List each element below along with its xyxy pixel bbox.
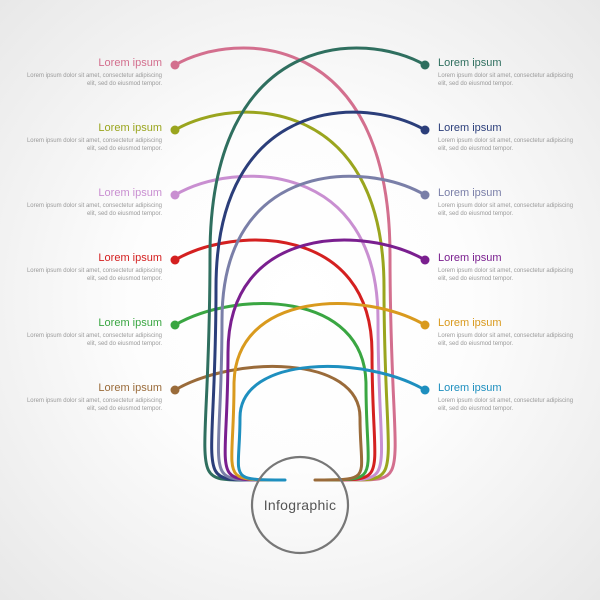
label-body-right-4: Lorem ipsum dolor sit amet, consectetur … [438,332,578,348]
label-left-2: Lorem ipsum Lorem ipsum dolor sit amet, c… [22,187,162,218]
label-left-0: Lorem ipsum Lorem ipsum dolor sit amet, c… [22,57,162,88]
label-body-right-5: Lorem ipsum dolor sit amet, consectetur … [438,397,578,413]
label-body-right-3: Lorem ipsum dolor sit amet, consectetur … [438,267,578,283]
dot-left-3 [171,256,180,265]
dot-right-1 [421,126,430,135]
dot-left-5 [171,386,180,395]
label-title-right-0: Lorem ipsum [438,57,578,70]
dot-left-4 [171,321,180,330]
label-right-3: Lorem ipsum Lorem ipsum dolor sit amet, c… [438,252,578,283]
label-right-4: Lorem ipsum Lorem ipsum dolor sit amet, c… [438,317,578,348]
label-body-right-2: Lorem ipsum dolor sit amet, consectetur … [438,202,578,218]
label-left-4: Lorem ipsum Lorem ipsum dolor sit amet, c… [22,317,162,348]
center-title: Infographic [240,497,360,513]
label-title-left-0: Lorem ipsum [22,57,162,70]
label-title-right-5: Lorem ipsum [438,382,578,395]
label-left-3: Lorem ipsum Lorem ipsum dolor sit amet, c… [22,252,162,283]
label-title-left-5: Lorem ipsum [22,382,162,395]
label-body-left-1: Lorem ipsum dolor sit amet, consectetur … [22,137,162,153]
label-body-left-5: Lorem ipsum dolor sit amet, consectetur … [22,397,162,413]
dot-right-3 [421,256,430,265]
dot-right-4 [421,321,430,330]
label-left-5: Lorem ipsum Lorem ipsum dolor sit amet, c… [22,382,162,413]
label-body-left-2: Lorem ipsum dolor sit amet, consectetur … [22,202,162,218]
label-right-1: Lorem ipsum Lorem ipsum dolor sit amet, c… [438,122,578,153]
label-title-left-2: Lorem ipsum [22,187,162,200]
label-body-left-0: Lorem ipsum dolor sit amet, consectetur … [22,72,162,88]
label-body-left-3: Lorem ipsum dolor sit amet, consectetur … [22,267,162,283]
label-body-right-0: Lorem ipsum dolor sit amet, consectetur … [438,72,578,88]
label-left-1: Lorem ipsum Lorem ipsum dolor sit amet, c… [22,122,162,153]
label-title-right-4: Lorem ipsum [438,317,578,330]
label-body-right-1: Lorem ipsum dolor sit amet, consectetur … [438,137,578,153]
arc-right-1 [212,112,425,480]
label-body-left-4: Lorem ipsum dolor sit amet, consectetur … [22,332,162,348]
dot-left-2 [171,191,180,200]
label-title-left-1: Lorem ipsum [22,122,162,135]
label-title-left-3: Lorem ipsum [22,252,162,265]
label-right-2: Lorem ipsum Lorem ipsum dolor sit amet, c… [438,187,578,218]
label-title-right-3: Lorem ipsum [438,252,578,265]
dot-left-1 [171,126,180,135]
dot-left-0 [171,61,180,70]
label-right-0: Lorem ipsum Lorem ipsum dolor sit amet, c… [438,57,578,88]
dot-right-5 [421,386,430,395]
label-title-left-4: Lorem ipsum [22,317,162,330]
arc-right-5 [238,366,425,480]
label-title-right-2: Lorem ipsum [438,187,578,200]
label-title-right-1: Lorem ipsum [438,122,578,135]
label-right-5: Lorem ipsum Lorem ipsum dolor sit amet, c… [438,382,578,413]
arc-left-1 [175,112,388,480]
dot-right-2 [421,191,430,200]
arc-left-5 [175,366,362,480]
dot-right-0 [421,61,430,70]
